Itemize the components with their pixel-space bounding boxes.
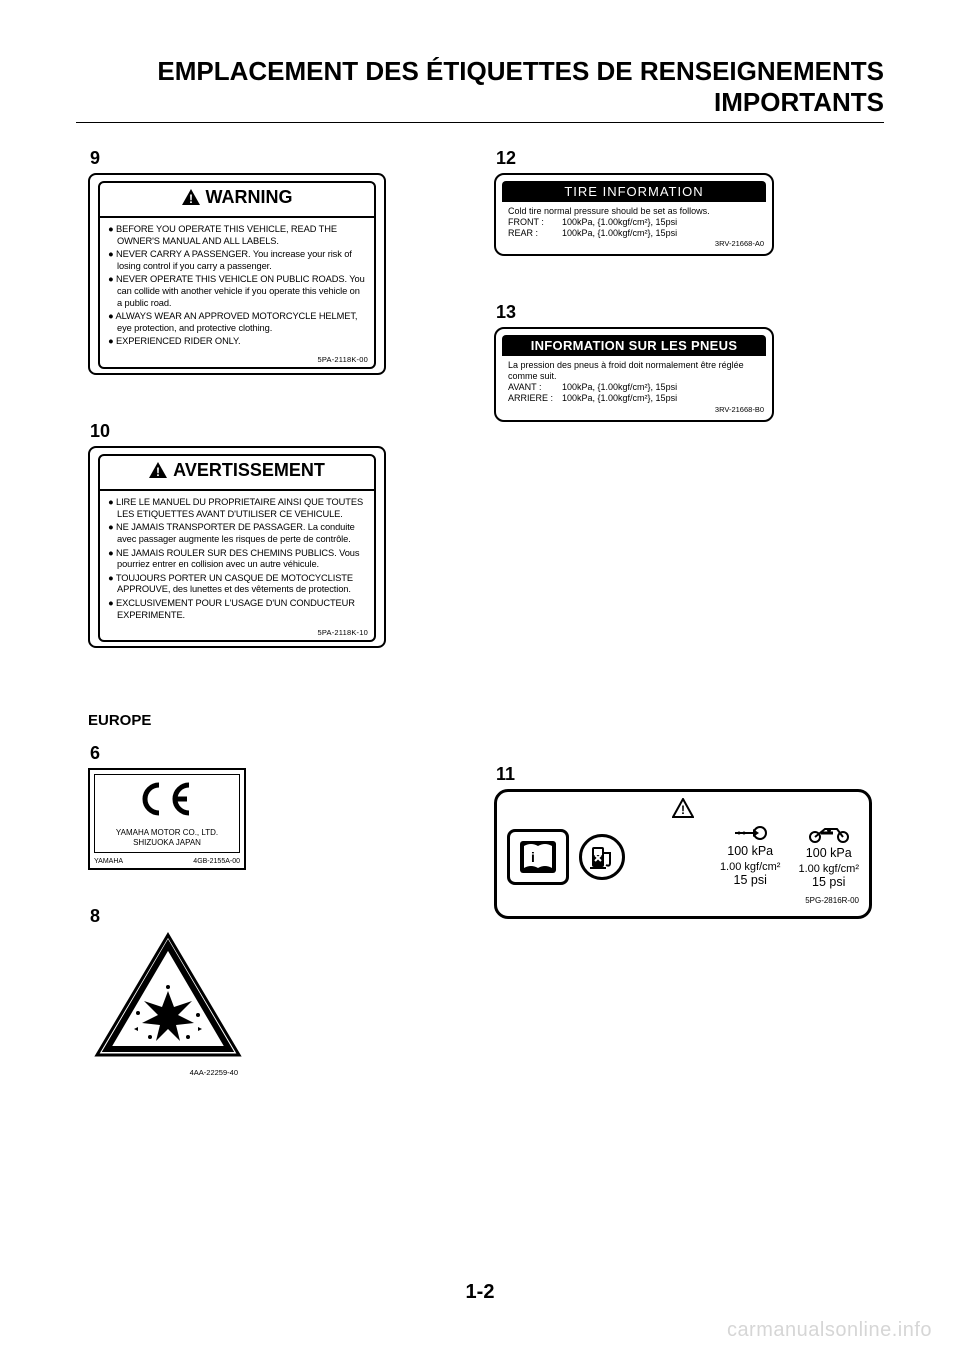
label-13-intro: La pression des pneus à froid doit norma… <box>508 360 760 382</box>
front-tire-arrow-icon <box>733 825 767 841</box>
tire-front-val: 100kPa, {1.00kgf/cm²}, 15psi <box>562 217 677 228</box>
tire-avant-key: AVANT : <box>508 382 562 393</box>
label-9-code: 5PA-2118K-00 <box>100 354 374 367</box>
label-11-code: 5PG-2816R-00 <box>507 896 859 905</box>
label-9-warning: ! WARNING BEFORE YOU OPERATE THIS VEHICL… <box>88 173 386 375</box>
label-8-code: 4AA-22259-40 <box>88 1068 248 1077</box>
label-6-ce: YAMAHA MOTOR CO., LTD. SHIZUOKA JAPAN YA… <box>88 768 246 870</box>
label-9-item: NEVER CARRY A PASSENGER. You increase yo… <box>108 249 366 272</box>
label-9-item: EXPERIENCED RIDER ONLY. <box>108 336 366 348</box>
left-column: 9 ! WARNING BEFORE YOU OPERATE THIS VEHI… <box>88 148 488 1077</box>
tire-avant-val: 100kPa, {1.00kgf/cm²}, 15psi <box>562 382 677 393</box>
front-pressure-col: 100 kPa 1.00 kgf/cm² 15 psi <box>720 825 781 890</box>
label-8-explosion: 4AA-22259-40 <box>88 931 248 1077</box>
label-10-avertissement: ! AVERTISSEMENT LIRE LE MANUEL DU PROPRI… <box>88 446 386 648</box>
manual-icon: i <box>507 829 569 885</box>
motorcycle-icon <box>807 825 851 843</box>
label-9-number: 9 <box>90 148 488 169</box>
ce-company-1: YAMAHA MOTOR CO., LTD. <box>116 828 218 837</box>
fuel-pump-icon <box>579 834 625 880</box>
label-11-number: 11 <box>496 764 872 785</box>
svg-text:!: ! <box>156 465 160 478</box>
label-12-number: 12 <box>496 148 894 169</box>
explosion-triangle-icon <box>93 931 243 1061</box>
europe-heading: EUROPE <box>88 712 488 729</box>
page-title: EMPLACEMENT DES ÉTIQUETTES DE RENSEIGNEM… <box>157 56 884 118</box>
label-9-body: BEFORE YOU OPERATE THIS VEHICLE, READ TH… <box>100 218 374 354</box>
label-13-code: 3RV-21668-B0 <box>502 404 766 414</box>
label-12-code: 3RV-21668-A0 <box>502 238 766 248</box>
label-9-item: ALWAYS WEAR AN APPROVED MOTORCYCLE HELME… <box>108 311 366 334</box>
svg-text:i: i <box>531 849 535 865</box>
label-10-number: 10 <box>90 421 488 442</box>
tire-arriere-val: 100kPa, {1.00kgf/cm²}, 15psi <box>562 393 677 404</box>
label-9-header: ! WARNING <box>100 183 374 218</box>
svg-text:!: ! <box>681 803 685 817</box>
label-9-item: BEFORE YOU OPERATE THIS VEHICLE, READ TH… <box>108 224 366 247</box>
label-12-tire-info: TIRE INFORMATION Cold tire normal pressu… <box>494 173 774 256</box>
label-13-header: INFORMATION SUR LES PNEUS <box>502 335 766 356</box>
page-number: 1-2 <box>0 1281 960 1304</box>
tire-front-key: FRONT : <box>508 217 562 228</box>
rear-pressure-col: 100 kPa 1.00 kgf/cm² 15 psi <box>798 825 859 890</box>
label-10-item: LIRE LE MANUEL DU PROPRIETAIRE AINSI QUE… <box>108 497 366 520</box>
label-10-body: LIRE LE MANUEL DU PROPRIETAIRE AINSI QUE… <box>100 491 374 627</box>
caution-triangle-icon: ! <box>507 798 859 823</box>
label-12-intro: Cold tire normal pressure should be set … <box>508 206 760 217</box>
label-9-item: NEVER OPERATE THIS VEHICLE ON PUBLIC ROA… <box>108 274 366 309</box>
label-10-item: TOUJOURS PORTER UN CASQUE DE MOTOCYCLIST… <box>108 573 366 596</box>
ce-company-2: SHIZUOKA JAPAN <box>133 838 201 847</box>
warning-triangle-icon: ! <box>182 189 200 210</box>
label-8-number: 8 <box>90 906 488 927</box>
right-column: 12 TIRE INFORMATION Cold tire normal pre… <box>494 148 894 422</box>
label-13-tire-info-fr: INFORMATION SUR LES PNEUS La pression de… <box>494 327 774 421</box>
page-title-line2: IMPORTANTS <box>714 87 884 117</box>
tire-arriere-key: ARRIERE : <box>508 393 562 404</box>
label-10-header: ! AVERTISSEMENT <box>100 456 374 491</box>
title-rule <box>76 122 884 123</box>
ce-mark-icon <box>95 779 239 826</box>
svg-text:!: ! <box>189 192 193 205</box>
page-title-line1: EMPLACEMENT DES ÉTIQUETTES DE RENSEIGNEM… <box>157 56 884 86</box>
label-10-item: EXCLUSIVEMENT POUR L'USAGE D'UN CONDUCTE… <box>108 598 366 621</box>
warning-triangle-icon: ! <box>149 462 167 483</box>
tire-rear-key: REAR : <box>508 228 562 239</box>
tire-rear-val: 100kPa, {1.00kgf/cm²}, 15psi <box>562 228 677 239</box>
ce-brand: YAMAHA <box>94 858 123 865</box>
label-10-code: 5PA-2118K-10 <box>100 627 374 640</box>
label-10-item: NE JAMAIS TRANSPORTER DE PASSAGER. La co… <box>108 522 366 545</box>
label-11-pressure: ! i <box>494 789 872 919</box>
label-13-number: 13 <box>496 302 894 323</box>
label-12-header: TIRE INFORMATION <box>502 181 766 202</box>
watermark: carmanualsonline.info <box>727 1319 932 1342</box>
label-10-item: NE JAMAIS ROULER SUR DES CHEMINS PUBLICS… <box>108 548 366 571</box>
ce-code: 4GB-2155A-00 <box>193 858 240 865</box>
label-6-number: 6 <box>90 743 488 764</box>
